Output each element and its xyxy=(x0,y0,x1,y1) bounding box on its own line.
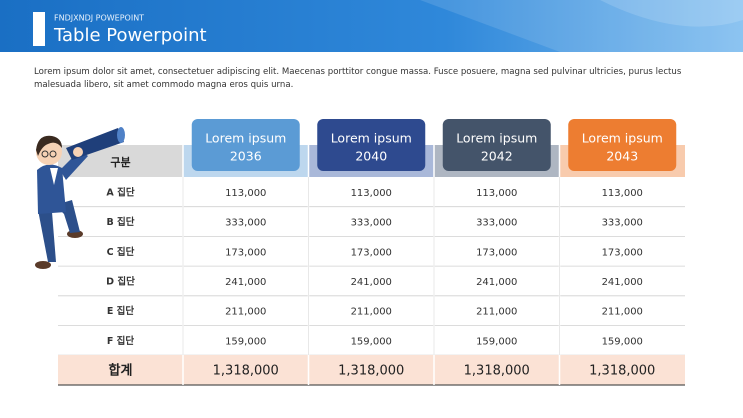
header-band xyxy=(0,0,743,52)
row-label: A 집단 xyxy=(106,186,134,198)
row-label: C 집단 xyxy=(107,246,135,258)
column-year: 2042 xyxy=(481,149,513,164)
cell-value: 173,000 xyxy=(351,247,392,258)
total-value: 1,318,000 xyxy=(464,364,530,379)
column-tab xyxy=(317,119,426,171)
cell-value: 241,000 xyxy=(602,277,643,288)
column-label: Lorem ipsum xyxy=(205,131,286,146)
cell-value: 159,000 xyxy=(476,336,517,347)
cell-value: 211,000 xyxy=(602,307,643,318)
corner-label: 구분 xyxy=(110,156,130,169)
character xyxy=(35,127,125,269)
cell-value: 159,000 xyxy=(225,336,266,347)
cell-value: 173,000 xyxy=(602,247,643,258)
cell-value: 333,000 xyxy=(602,218,643,229)
column-year: 2036 xyxy=(230,149,262,164)
cell-value: 333,000 xyxy=(225,218,266,229)
cell-value: 211,000 xyxy=(351,307,392,318)
cell-value: 113,000 xyxy=(476,188,517,199)
column-tab xyxy=(568,119,677,171)
cell-value: 333,000 xyxy=(476,218,517,229)
header-title: Table Powerpoint xyxy=(53,25,207,46)
cell-value: 159,000 xyxy=(602,336,643,347)
cell-value: 241,000 xyxy=(351,277,392,288)
row-label: D 집단 xyxy=(106,275,135,287)
cell-value: 211,000 xyxy=(476,307,517,318)
total-value: 1,318,000 xyxy=(338,364,404,379)
header-accent xyxy=(33,12,45,46)
total-label: 합계 xyxy=(109,363,133,379)
column-tab xyxy=(442,119,551,171)
header-decor xyxy=(420,0,743,52)
total-value: 1,318,000 xyxy=(589,364,655,379)
column-label: Lorem ipsum xyxy=(456,131,537,146)
cell-value: 113,000 xyxy=(602,188,643,199)
total-row xyxy=(58,355,685,385)
row-label: F 집단 xyxy=(107,335,135,347)
cell-value: 159,000 xyxy=(351,336,392,347)
cell-value: 241,000 xyxy=(225,277,266,288)
intro-text: Lorem ipsum dolor sit amet, consectetuer… xyxy=(34,67,682,90)
row-label: B 집단 xyxy=(106,216,134,228)
cell-value: 173,000 xyxy=(476,247,517,258)
cell-value: 173,000 xyxy=(225,247,266,258)
header-subtitle: FNDJXNDJ POWEPOINT xyxy=(54,14,144,23)
row-label: E 집단 xyxy=(107,305,135,317)
total-value: 1,318,000 xyxy=(213,364,279,379)
column-tab xyxy=(191,119,300,171)
cell-value: 241,000 xyxy=(476,277,517,288)
column-label: Lorem ipsum xyxy=(331,131,412,146)
table: 구분 Lorem ipsum 2036 Lorem ipsum 2040 Lorem ip… xyxy=(58,119,685,386)
cell-value: 211,000 xyxy=(225,307,266,318)
column-year: 2043 xyxy=(606,149,638,164)
column-year: 2040 xyxy=(355,149,387,164)
header-decor xyxy=(600,0,743,27)
column-label: Lorem ipsum xyxy=(582,131,663,146)
cell-value: 113,000 xyxy=(225,188,266,199)
cell-value: 113,000 xyxy=(351,188,392,199)
cell-value: 333,000 xyxy=(351,218,392,229)
